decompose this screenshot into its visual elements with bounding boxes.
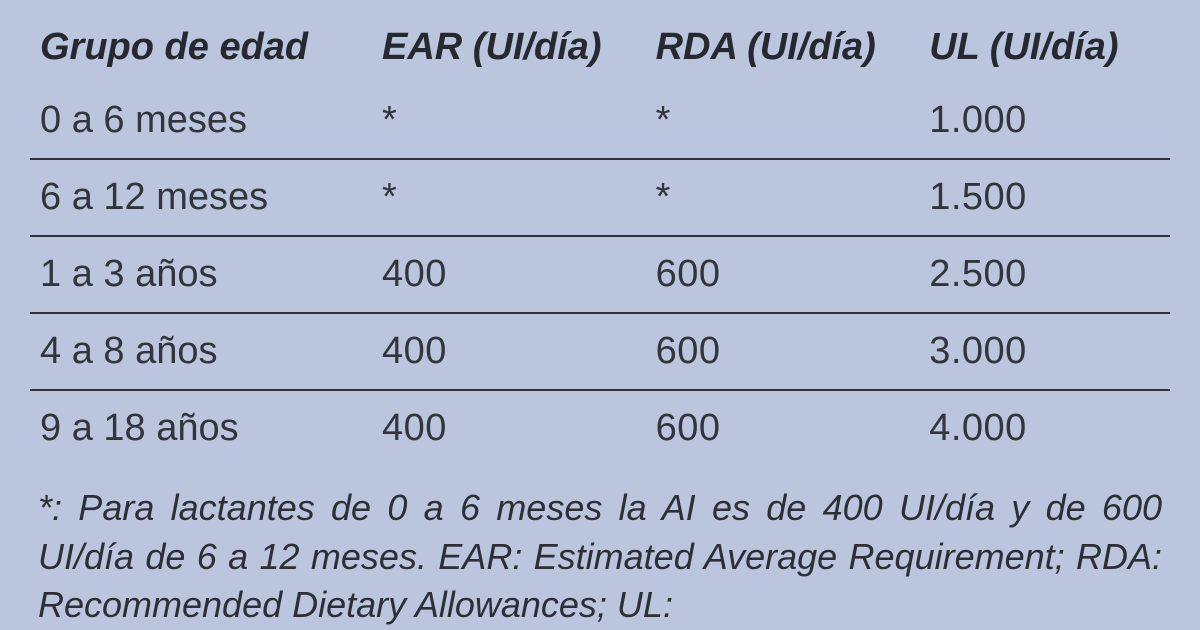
cell-ear: 400 [372, 390, 646, 466]
cell-grupo: 4 a 8 años [30, 313, 372, 390]
cell-grupo: 9 a 18 años [30, 390, 372, 466]
table-row: 1 a 3 años 400 600 2.500 [30, 236, 1170, 313]
intake-table: Grupo de edad EAR (UI/día) RDA (UI/día) … [30, 18, 1170, 466]
table-header-row: Grupo de edad EAR (UI/día) RDA (UI/día) … [30, 18, 1170, 83]
cell-ear: 400 [372, 313, 646, 390]
cell-rda: 600 [646, 236, 920, 313]
cell-grupo: 6 a 12 meses [30, 159, 372, 236]
cell-grupo: 0 a 6 meses [30, 83, 372, 159]
cell-ear: * [372, 83, 646, 159]
cell-rda: 600 [646, 313, 920, 390]
footnote-text: *: Para lactantes de 0 a 6 meses la AI e… [30, 466, 1170, 630]
cell-rda: 600 [646, 390, 920, 466]
cell-ul: 1.500 [919, 159, 1170, 236]
cell-ear: * [372, 159, 646, 236]
cell-grupo: 1 a 3 años [30, 236, 372, 313]
table-row: 4 a 8 años 400 600 3.000 [30, 313, 1170, 390]
table-row: 9 a 18 años 400 600 4.000 [30, 390, 1170, 466]
cell-ul: 4.000 [919, 390, 1170, 466]
col-header-ul: UL (UI/día) [919, 18, 1170, 83]
col-header-rda: RDA (UI/día) [646, 18, 920, 83]
cell-ul: 1.000 [919, 83, 1170, 159]
cell-ear: 400 [372, 236, 646, 313]
table-row: 6 a 12 meses * * 1.500 [30, 159, 1170, 236]
cell-rda: * [646, 159, 920, 236]
cell-ul: 2.500 [919, 236, 1170, 313]
cell-rda: * [646, 83, 920, 159]
col-header-ear: EAR (UI/día) [372, 18, 646, 83]
table-row: 0 a 6 meses * * 1.000 [30, 83, 1170, 159]
col-header-grupo: Grupo de edad [30, 18, 372, 83]
cell-ul: 3.000 [919, 313, 1170, 390]
